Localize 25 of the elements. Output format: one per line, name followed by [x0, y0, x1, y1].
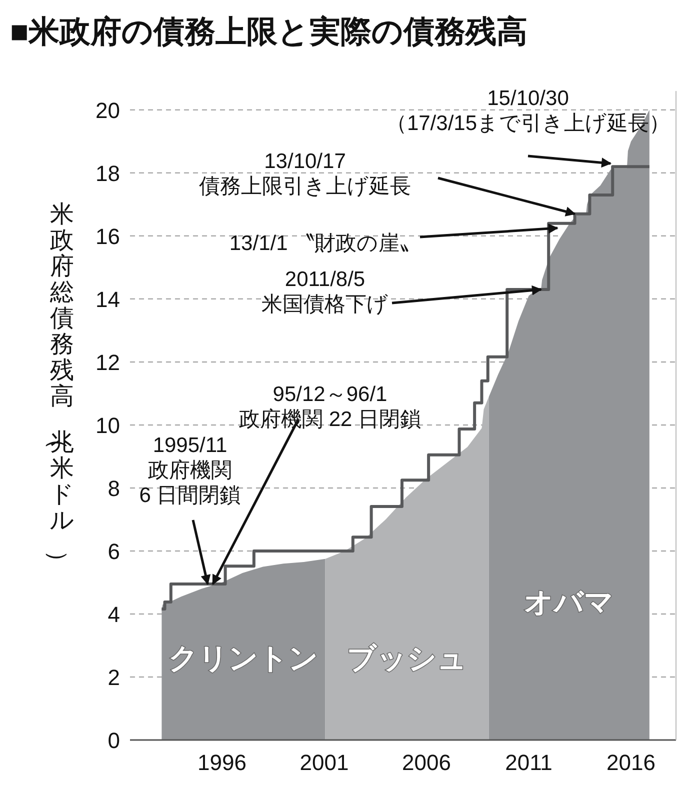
- y-tick-label: 0: [108, 728, 120, 753]
- annotation: 2011/8/5 米国債格下げ: [262, 268, 388, 316]
- x-tick-label: 1996: [198, 750, 246, 775]
- y-tick-label: 20: [96, 98, 120, 123]
- series-label: ブッシュ: [347, 643, 468, 675]
- y-tick-label: 12: [96, 350, 120, 375]
- y-tick-label: 6: [108, 538, 120, 564]
- x-tick-label: 2011: [505, 750, 552, 775]
- y-tick-label: 14: [96, 286, 120, 312]
- annotation: 13/1/1 〝財政の崖〟: [229, 232, 421, 255]
- y-tick-label: 2: [108, 664, 120, 690]
- annotation: 15/10/30 （17/3/15まで引き上げ延長）: [386, 87, 670, 135]
- x-tick-label: 2016: [606, 750, 656, 775]
- series-label: クリントン: [168, 643, 318, 675]
- y-tick-label: 16: [96, 224, 120, 249]
- annotation: 1995/11 政府機関 6 日間閉鎖: [139, 434, 241, 507]
- annotation: 13/10/17 債務上限引き上げ延長: [199, 150, 411, 198]
- series-label: オバマ: [524, 587, 614, 619]
- chart-title: ■米政府の債務上限と実際の債務残高: [10, 14, 528, 49]
- y-tick-label: 4: [108, 602, 120, 627]
- y-tick-label: 10: [96, 412, 120, 438]
- x-tick-label: 2006: [402, 750, 451, 775]
- y-tick-label: 8: [108, 476, 120, 501]
- x-tick-label: 2001: [300, 750, 349, 775]
- y-tick-label: 18: [96, 160, 120, 186]
